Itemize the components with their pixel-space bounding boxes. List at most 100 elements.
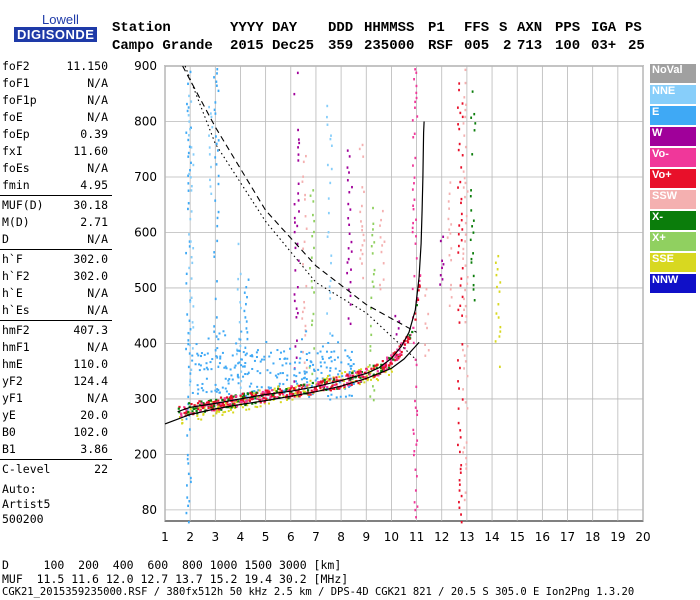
echo-point: [295, 307, 298, 310]
echo-point: [458, 127, 461, 131]
param-name: fmin: [2, 178, 30, 192]
echo-point: [185, 511, 188, 515]
echo-point: [371, 233, 374, 237]
echo-point: [190, 296, 193, 299]
echo-point: [190, 189, 193, 192]
echo-point: [218, 332, 221, 335]
echo-point: [236, 348, 238, 351]
echo-point: [465, 441, 468, 444]
echo-point: [346, 382, 349, 385]
echo-point: [332, 378, 336, 381]
param-row: h`Es N/A: [0, 302, 112, 319]
echo-point: [216, 72, 218, 75]
x-tick-label: 1: [161, 530, 169, 544]
echo-point: [246, 337, 249, 341]
echo-point: [208, 146, 211, 149]
echo-point: [255, 351, 258, 354]
echo-point: [187, 207, 189, 211]
echo-point: [350, 394, 353, 397]
echo-point: [271, 395, 274, 398]
echo-point: [359, 210, 362, 214]
echo-point: [237, 362, 240, 365]
echo-point: [388, 357, 391, 360]
echo-point: [186, 484, 188, 487]
echo-point: [243, 401, 246, 404]
y-tick-label: 500: [134, 281, 157, 295]
echo-point: [414, 468, 417, 471]
echo-point: [351, 375, 355, 378]
echo-point: [219, 402, 223, 405]
echo-point: [463, 297, 465, 301]
echo-point: [341, 375, 344, 378]
echo-point: [463, 498, 466, 502]
echo-point: [284, 357, 287, 360]
param-value: N/A: [87, 110, 108, 124]
echo-point: [239, 402, 242, 405]
echo-point: [301, 180, 304, 183]
echo-point: [240, 370, 243, 373]
x-tick-label: 8: [337, 530, 345, 544]
echo-point: [191, 261, 194, 265]
echo-point: [298, 141, 301, 145]
echo-point: [424, 354, 427, 357]
echo-point: [294, 345, 297, 348]
echo-point: [352, 382, 355, 385]
param-name: foEs: [2, 161, 30, 175]
echo-point: [400, 353, 403, 356]
echo-point: [305, 227, 308, 230]
echo-point: [301, 338, 304, 341]
echo-point: [414, 68, 417, 71]
echo-point: [293, 387, 296, 391]
echo-point: [346, 355, 349, 358]
echo-point: [466, 275, 469, 279]
echo-point: [222, 330, 225, 333]
echo-point: [250, 393, 254, 397]
echo-point: [413, 198, 416, 201]
echo-point: [297, 182, 300, 185]
echo-point: [472, 288, 475, 291]
echo-point: [312, 213, 314, 217]
echo-point: [414, 156, 417, 160]
echo-point: [332, 377, 335, 380]
echo-point: [217, 210, 220, 214]
echo-point: [449, 288, 452, 291]
echo-point: [349, 208, 352, 211]
echo-point: [365, 374, 368, 377]
echo-point: [273, 387, 276, 390]
echo-point: [361, 262, 363, 265]
echo-point: [372, 385, 374, 388]
echo-point: [411, 330, 414, 334]
echo-point: [196, 402, 200, 405]
echo-point: [326, 104, 329, 108]
echo-point: [386, 358, 389, 361]
echo-point: [441, 266, 443, 270]
param-row: yF2 124.4: [0, 373, 112, 390]
echo-point: [348, 191, 351, 194]
echo-point: [367, 377, 370, 380]
echo-point: [406, 339, 409, 343]
echo-point: [278, 392, 281, 395]
echo-point: [186, 313, 189, 316]
echo-point: [310, 256, 313, 259]
echo-point: [214, 101, 217, 104]
echo-point: [397, 327, 400, 330]
echo-point: [296, 384, 299, 387]
echo-point: [331, 334, 334, 337]
echo-point: [187, 365, 190, 369]
echo-point: [277, 385, 280, 388]
echo-point: [224, 410, 227, 413]
echo-point: [370, 378, 373, 381]
echo-point: [416, 296, 419, 300]
echo-point: [315, 383, 319, 386]
echo-point: [205, 377, 208, 380]
echo-point: [461, 102, 464, 105]
echo-point: [459, 429, 462, 432]
echo-point: [460, 277, 463, 280]
echo-point: [189, 378, 192, 382]
echo-point: [302, 160, 305, 164]
echo-point: [326, 312, 329, 315]
echo-point: [329, 356, 332, 359]
echo-point: [372, 272, 375, 276]
echo-point: [372, 206, 374, 210]
echo-point: [297, 259, 300, 262]
